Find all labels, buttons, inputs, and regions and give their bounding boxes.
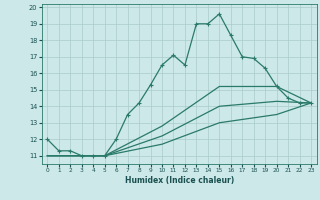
X-axis label: Humidex (Indice chaleur): Humidex (Indice chaleur) <box>124 176 234 185</box>
